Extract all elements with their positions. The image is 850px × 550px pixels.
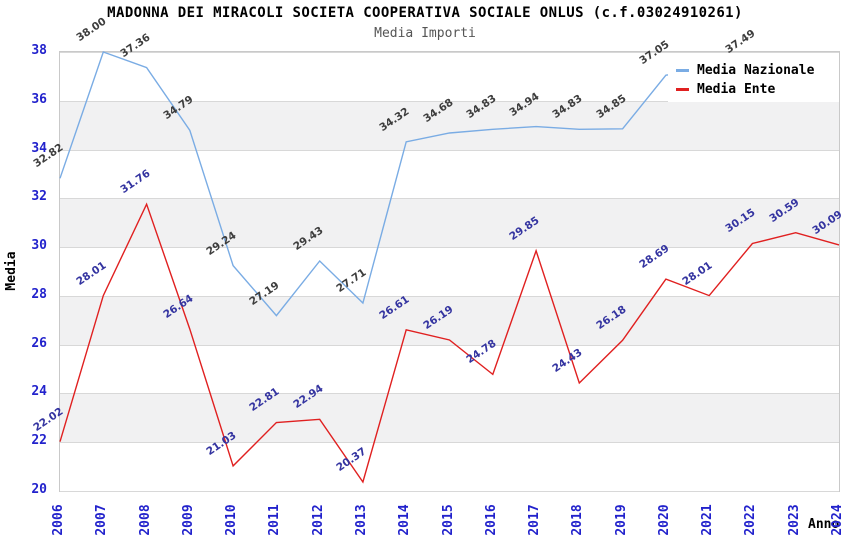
gridline [60, 296, 839, 297]
x-tick-label: 2011 [267, 504, 283, 536]
gridline [60, 101, 839, 102]
y-tick-label: 22 [31, 433, 47, 449]
x-tick-label: 2019 [613, 504, 629, 536]
plot-area [59, 51, 840, 492]
series-lines [59, 51, 840, 484]
y-tick-label: 20 [31, 482, 47, 497]
x-tick-label: 2018 [570, 504, 586, 536]
gridline [60, 393, 839, 394]
legend-label-media-nazionale: Media Nazionale [697, 62, 815, 78]
gridline [60, 247, 839, 248]
x-tick-label: 2014 [397, 504, 413, 536]
x-tick-label: 2015 [440, 504, 456, 536]
x-tick-label: 2013 [353, 504, 369, 536]
x-tick-label: 2008 [137, 504, 153, 536]
background-band [60, 295, 839, 345]
background-band [60, 393, 839, 443]
gridline [60, 345, 839, 346]
media-nazionale-line-swatch-icon [676, 68, 689, 72]
series-line-1 [59, 202, 840, 484]
y-tick-label: 36 [31, 91, 47, 107]
background-band [60, 100, 839, 150]
x-axis-title: Anno [808, 517, 840, 532]
media-ente-line-swatch-icon [676, 88, 689, 92]
legend-label-media-ente: Media Ente [697, 82, 776, 98]
y-tick-label: 26 [31, 335, 47, 351]
x-tick-label: 2012 [310, 504, 326, 536]
x-tick-label: 2017 [527, 504, 543, 536]
gridline [60, 442, 839, 443]
y-tick-label: 30 [31, 238, 47, 254]
x-tick-label: 2006 [51, 504, 66, 536]
gridline [60, 150, 839, 151]
y-tick-label: 32 [31, 189, 47, 205]
x-tick-label: 2024 [830, 504, 845, 536]
y-tick-label: 28 [31, 286, 47, 302]
series-line-0 [59, 51, 753, 317]
x-tick-label: 2010 [224, 504, 240, 536]
gridline [60, 52, 839, 53]
x-tick-label: 2016 [483, 504, 499, 536]
x-tick-label: 2021 [700, 504, 716, 536]
y-tick-label: 34 [31, 140, 47, 156]
x-tick-label: 2022 [743, 504, 759, 536]
legend: Media Nazionale Media Ente [668, 58, 839, 102]
x-tick-label: 2007 [94, 504, 110, 536]
y-tick-label: 24 [31, 384, 47, 400]
background-band [60, 198, 839, 248]
legend-item-media-ente: Media Ente [668, 82, 839, 97]
y-tick-label: 38 [31, 43, 47, 58]
gridline [60, 198, 839, 199]
gridline [60, 491, 839, 492]
chart-subtitle: Media Importi [374, 26, 476, 41]
x-tick-label: 2020 [656, 504, 672, 536]
chart-title: MADONNA DEI MIRACOLI SOCIETA COOPERATIVA… [107, 5, 743, 21]
legend-item-media-nazionale: Media Nazionale [668, 63, 839, 78]
x-tick-label: 2009 [180, 504, 196, 536]
x-tick-label: 2023 [786, 504, 802, 536]
